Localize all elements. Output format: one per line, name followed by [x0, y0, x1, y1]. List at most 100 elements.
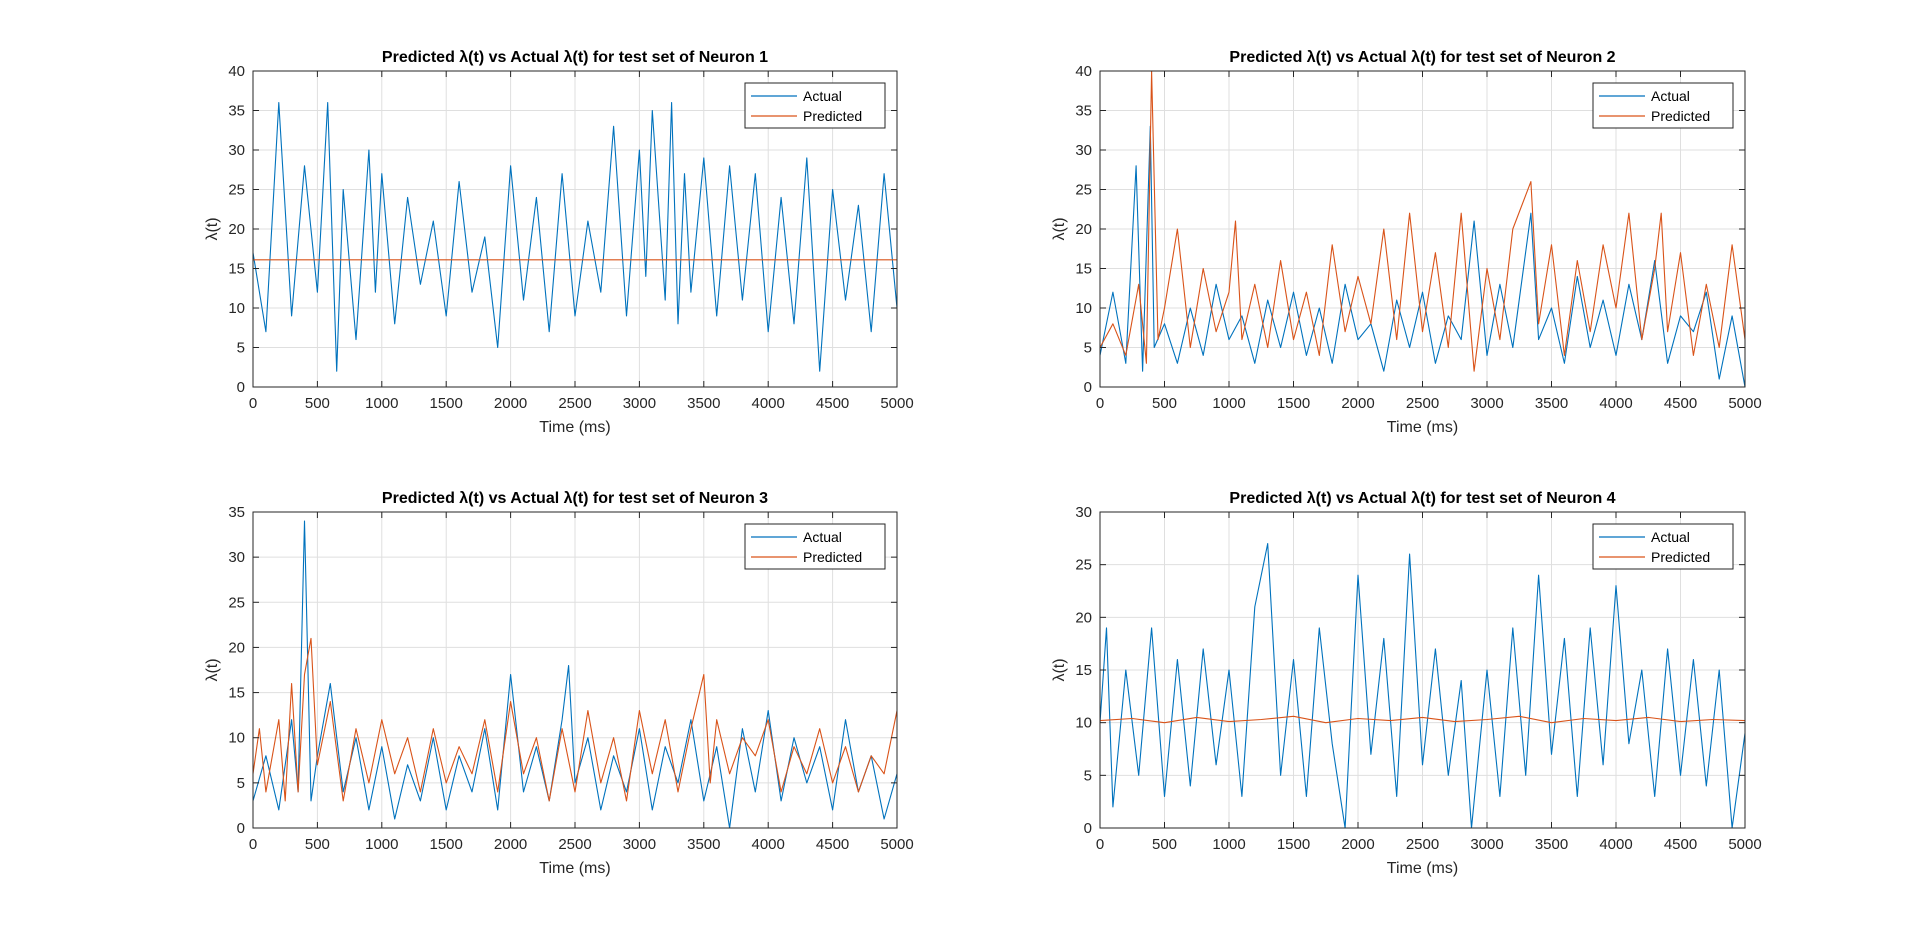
y-tick-label: 35 [1075, 103, 1092, 120]
x-tick-label: 4500 [816, 395, 849, 412]
x-tick-label: 4500 [1664, 395, 1697, 412]
y-tick-label: 25 [1075, 557, 1092, 574]
x-tick-label: 3500 [1535, 836, 1568, 853]
legend: Actual Predicted [744, 82, 886, 129]
x-tick-label: 1000 [1212, 836, 1245, 853]
x-tick-label: 500 [1152, 395, 1177, 412]
x-tick-label: 5000 [1728, 395, 1761, 412]
y-axis-label: λ(t) [204, 217, 221, 240]
legend-label-actual: Actual [1651, 529, 1690, 545]
series-line-predicted [1100, 715, 1745, 724]
x-axis-label: Time (ms) [1387, 419, 1458, 436]
y-tick-label: 5 [1084, 767, 1092, 784]
y-tick-label: 30 [228, 549, 245, 566]
y-tick-label: 35 [228, 103, 245, 120]
x-tick-label: 1500 [1277, 836, 1310, 853]
x-tick-label: 500 [305, 395, 330, 412]
legend-label-predicted: Predicted [803, 549, 862, 565]
y-tick-label: 0 [1084, 379, 1092, 396]
y-axis-label: λ(t) [1051, 658, 1068, 681]
x-tick-label: 3000 [623, 836, 656, 853]
y-tick-label: 5 [237, 775, 245, 792]
chart-panel-1: 0 500 1000 1500 2000 2500 3000 3500 4000 4500 5000… [204, 49, 914, 436]
legend-box [744, 82, 886, 129]
y-axis-label: λ(t) [1051, 217, 1068, 240]
y-tick-label: 25 [228, 182, 245, 199]
x-tick-label: 1500 [430, 395, 463, 412]
y-tick-label: 10 [1075, 300, 1092, 317]
x-tick-label: 1000 [1212, 395, 1245, 412]
x-tick-label: 2000 [1341, 395, 1374, 412]
y-tick-label: 10 [228, 300, 245, 317]
y-tick-label: 15 [228, 685, 245, 702]
x-tick-label: 3500 [687, 395, 720, 412]
y-tick-label: 20 [1075, 221, 1092, 238]
legend-label-actual: Actual [803, 529, 842, 545]
y-tick-label: 10 [228, 730, 245, 747]
x-tick-label: 500 [1152, 836, 1177, 853]
x-tick-label: 1500 [430, 836, 463, 853]
legend-box [1592, 82, 1734, 129]
series-line-actual [253, 520, 897, 828]
y-tick-label: 5 [237, 340, 245, 357]
x-tick-label: 4000 [752, 836, 785, 853]
x-tick-label: 5000 [880, 836, 913, 853]
x-tick-label: 3000 [1470, 836, 1503, 853]
y-tick-label: 20 [1075, 609, 1092, 626]
x-tick-label: 0 [249, 836, 257, 853]
legend-label-predicted: Predicted [1651, 108, 1710, 124]
legend-box [1592, 523, 1734, 570]
chart-title: Predicted λ(t) vs Actual λ(t) for test s… [382, 490, 768, 507]
x-tick-label: 4000 [1599, 395, 1632, 412]
x-tick-label: 1500 [1277, 395, 1310, 412]
y-tick-label: 20 [228, 639, 245, 656]
y-tick-label: 35 [228, 504, 245, 521]
chart-panel-4: 0 500 1000 1500 2000 2500 3000 3500 4000 4500 5000… [1051, 490, 1762, 877]
y-tick-label: 40 [228, 63, 245, 80]
y-tick-label: 15 [228, 261, 245, 278]
chart-panel-2: 0 500 1000 1500 2000 2500 3000 3500 4000 4500 5000… [1051, 49, 1762, 436]
x-tick-label: 4500 [816, 836, 849, 853]
x-tick-label: 2000 [494, 395, 527, 412]
y-tick-label: 20 [228, 221, 245, 238]
chart-panel-3: 0 500 1000 1500 2000 2500 3000 3500 4000 4500 5000… [204, 490, 914, 877]
x-tick-label: 0 [249, 395, 257, 412]
series-line-actual [253, 102, 897, 372]
y-tick-label: 30 [1075, 504, 1092, 521]
x-tick-label: 2500 [558, 395, 591, 412]
legend-label-actual: Actual [803, 88, 842, 104]
chart-title: Predicted λ(t) vs Actual λ(t) for test s… [1229, 49, 1615, 66]
chart-title: Predicted λ(t) vs Actual λ(t) for test s… [1229, 490, 1615, 507]
y-tick-label: 30 [1075, 142, 1092, 159]
y-tick-label: 30 [228, 142, 245, 159]
legend: Actual Predicted [744, 523, 886, 570]
y-tick-label: 0 [237, 379, 245, 396]
y-axis-label: λ(t) [204, 658, 221, 681]
x-tick-label: 4500 [1664, 836, 1697, 853]
x-tick-label: 3500 [1535, 395, 1568, 412]
series-line-predicted [253, 637, 897, 802]
series-line-actual [1100, 125, 1745, 387]
y-tick-label: 5 [1084, 340, 1092, 357]
legend: Actual Predicted [1592, 523, 1734, 570]
x-tick-label: 1000 [365, 395, 398, 412]
y-tick-label: 0 [237, 820, 245, 837]
y-tick-label: 10 [1075, 715, 1092, 732]
x-tick-label: 2500 [1406, 836, 1439, 853]
legend: Actual Predicted [1592, 82, 1734, 129]
x-tick-label: 2500 [558, 836, 591, 853]
x-tick-label: 2000 [494, 836, 527, 853]
x-tick-label: 5000 [1728, 836, 1761, 853]
x-tick-label: 3000 [623, 395, 656, 412]
y-tick-label: 25 [228, 594, 245, 611]
x-tick-label: 3000 [1470, 395, 1503, 412]
x-axis-label: Time (ms) [1387, 860, 1458, 877]
series-line-predicted [1100, 71, 1745, 372]
x-tick-label: 5000 [880, 395, 913, 412]
x-tick-label: 1000 [365, 836, 398, 853]
y-tick-label: 15 [1075, 261, 1092, 278]
x-tick-label: 0 [1096, 395, 1104, 412]
y-tick-label: 15 [1075, 662, 1092, 679]
x-axis-label: Time (ms) [539, 860, 610, 877]
